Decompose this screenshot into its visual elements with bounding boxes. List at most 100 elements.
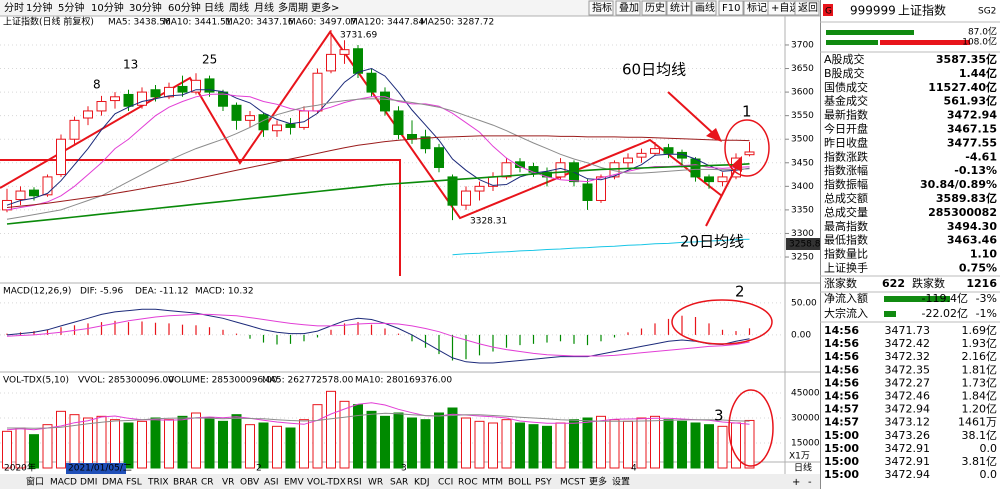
indicator-tab[interactable]: VR <box>222 478 234 488</box>
indicator-tab[interactable]: SAR <box>390 478 408 488</box>
tool-button[interactable] <box>718 0 744 16</box>
indicator-tab[interactable]: FSL <box>126 478 142 488</box>
y-tick-label: 3550 <box>791 111 814 121</box>
volume-bar <box>420 419 431 469</box>
indicator-tab[interactable]: MCST <box>560 478 586 488</box>
period-tab[interactable]: 日线 <box>204 1 224 14</box>
tool-label[interactable]: 叠加 <box>619 2 639 14</box>
highlight-circle <box>728 389 774 467</box>
indicator-tab[interactable]: VOL-TDX <box>307 478 346 488</box>
tool-button[interactable] <box>641 0 667 16</box>
tool-button[interactable] <box>691 0 717 16</box>
volume-bar <box>663 419 674 469</box>
indicator-tab[interactable]: BRAR <box>173 478 197 488</box>
period-tab[interactable]: 5分钟 <box>58 1 84 14</box>
tool-label[interactable]: 指标 <box>592 1 612 14</box>
stat-value: 3463.46 <box>947 234 997 247</box>
tool-label[interactable]: 统计 <box>670 1 690 14</box>
indicator-tab[interactable]: CCI <box>438 478 453 488</box>
candle-body <box>353 48 363 74</box>
time-label: 4 <box>631 464 637 474</box>
tick-time: 14:57 <box>824 403 859 416</box>
stat-label: 基金成交 <box>824 94 868 108</box>
volume-bar <box>218 420 228 469</box>
tick-time: 14:56 <box>824 337 859 350</box>
indicator-tab[interactable]: WR <box>368 478 383 488</box>
candle-body <box>191 79 201 93</box>
indicator-tab[interactable]: ASI <box>264 478 279 488</box>
tool-label[interactable]: F10 <box>722 3 740 14</box>
zoom-control[interactable]: - <box>808 477 812 488</box>
volume-bar <box>434 412 444 469</box>
volume-bar <box>542 425 552 469</box>
stat-label: 最低指数 <box>824 233 868 247</box>
candle-body <box>677 151 687 159</box>
indicator-tab[interactable]: DMA <box>102 478 124 488</box>
macd-legend: MACD: 10.32 <box>195 287 254 297</box>
volume-bar <box>150 417 161 469</box>
indicator-tab[interactable]: 更多 <box>589 476 607 488</box>
indicator-tab[interactable]: 设置 <box>612 477 630 488</box>
y-tick-label: 3700 <box>791 40 814 50</box>
period-tab[interactable]: 60分钟 <box>168 1 201 14</box>
indicator-tab[interactable]: MTM <box>482 478 503 488</box>
tool-button[interactable] <box>615 0 641 16</box>
arrowhead <box>706 128 722 142</box>
quote-code: 999999 <box>850 4 896 18</box>
period-tab[interactable]: 10分钟 <box>91 1 124 14</box>
tool-label[interactable]: 画线 <box>695 1 715 14</box>
volume-bar <box>83 417 93 469</box>
indicator-tab[interactable]: CR <box>201 478 214 488</box>
macd-legend: DEA: -11.12 <box>135 287 189 297</box>
candle-body <box>272 124 282 132</box>
candle-body <box>123 93 134 107</box>
tick-price: 3472.91 <box>885 442 931 455</box>
candle-body <box>744 151 755 156</box>
stat-label: 指数振幅 <box>824 177 868 191</box>
volume-bar <box>717 425 728 469</box>
tick-volume: 1.81亿 <box>962 363 998 376</box>
tool-label[interactable]: 历史 <box>645 2 665 14</box>
volume-bar <box>191 412 201 469</box>
tool-label[interactable]: 返回 <box>798 2 818 14</box>
indicator-tab[interactable]: TRIX <box>147 478 169 488</box>
tool-label[interactable]: +自选 <box>771 1 799 14</box>
period-tab[interactable]: 更多> <box>311 1 339 14</box>
tool-button[interactable] <box>794 0 820 16</box>
ma-line <box>6 67 750 206</box>
y-tick-label: 30000 <box>791 414 820 424</box>
indicator-tab[interactable]: 窗口 <box>26 476 44 488</box>
indicator-tab[interactable]: OBV <box>240 478 260 488</box>
tick-volume: 1.84亿 <box>962 390 998 403</box>
tool-button[interactable] <box>588 0 614 16</box>
indicator-tab[interactable]: MACD <box>50 478 77 488</box>
period-tab[interactable]: 1分钟 <box>26 1 52 14</box>
ma-legend: MA60: 3497.07 <box>288 18 356 28</box>
period-tab[interactable]: 多周期 <box>278 1 308 14</box>
period-tab[interactable]: 周线 <box>229 1 249 14</box>
indicator-tab[interactable]: ROC <box>458 478 478 488</box>
volume-bar <box>501 419 512 469</box>
period-label: 日线 <box>794 462 812 474</box>
vol-unit: X1万 <box>789 452 810 462</box>
candle-body <box>704 176 714 183</box>
volume-bar <box>110 419 120 469</box>
tool-label[interactable]: 标记 <box>747 2 767 14</box>
indicator-tab[interactable]: KDJ <box>414 478 430 488</box>
zoom-control[interactable]: + <box>792 477 800 488</box>
indicator-tab[interactable]: RSI <box>347 478 362 488</box>
volume-bar <box>650 415 660 469</box>
volume-bar <box>299 419 309 469</box>
candle-body <box>69 119 80 140</box>
volume-bar <box>204 417 215 469</box>
indicator-tab[interactable]: BOLL <box>508 478 531 488</box>
period-tab[interactable]: 30分钟 <box>129 1 162 14</box>
indicator-tab[interactable]: EMV <box>284 478 304 488</box>
period-tab[interactable]: 月线 <box>254 1 274 14</box>
volume-bar <box>447 407 458 469</box>
wave-label: 25 <box>202 53 217 67</box>
tool-button[interactable] <box>666 0 692 16</box>
period-tab[interactable]: 分时 <box>4 2 24 14</box>
indicator-tab[interactable]: DMI <box>80 478 97 488</box>
indicator-tab[interactable]: PSY <box>535 478 552 488</box>
